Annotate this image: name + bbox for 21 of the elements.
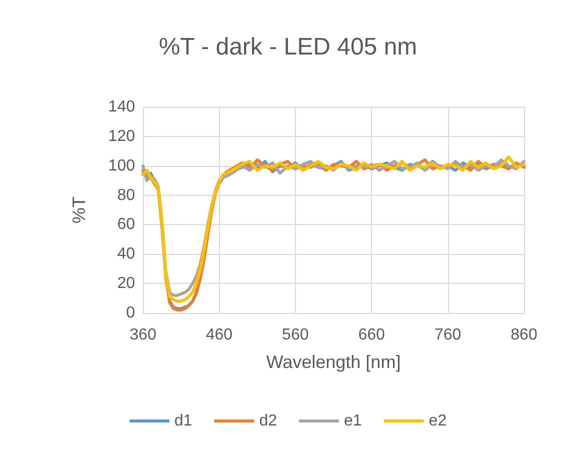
x-tick-label: 760 <box>434 326 462 344</box>
x-tick-label: 860 <box>510 326 538 344</box>
legend-label: d1 <box>174 412 192 430</box>
y-tick-label: 140 <box>108 98 136 116</box>
y-tick-label: 120 <box>108 128 136 145</box>
x-axis-title: Wavelength [nm] <box>266 352 401 372</box>
x-tick-label: 660 <box>358 326 386 344</box>
y-axis-title: %T <box>69 196 89 224</box>
x-tick-label: 460 <box>206 326 233 344</box>
x-tick-label: 360 <box>130 326 156 344</box>
y-tick-label: 20 <box>117 275 136 292</box>
legend-label: d2 <box>259 412 278 430</box>
legend-label: e1 <box>344 412 362 430</box>
y-tick-label: 100 <box>108 157 136 174</box>
y-tick-label: 60 <box>117 216 136 234</box>
y-tick-label: 40 <box>117 246 136 263</box>
y-tick-label: 0 <box>126 304 136 322</box>
x-tick-label: 560 <box>282 326 309 344</box>
chart-title: %T - dark - LED 405 nm <box>158 34 418 60</box>
legend-label: e2 <box>428 412 447 430</box>
y-tick-label: 80 <box>117 186 136 204</box>
